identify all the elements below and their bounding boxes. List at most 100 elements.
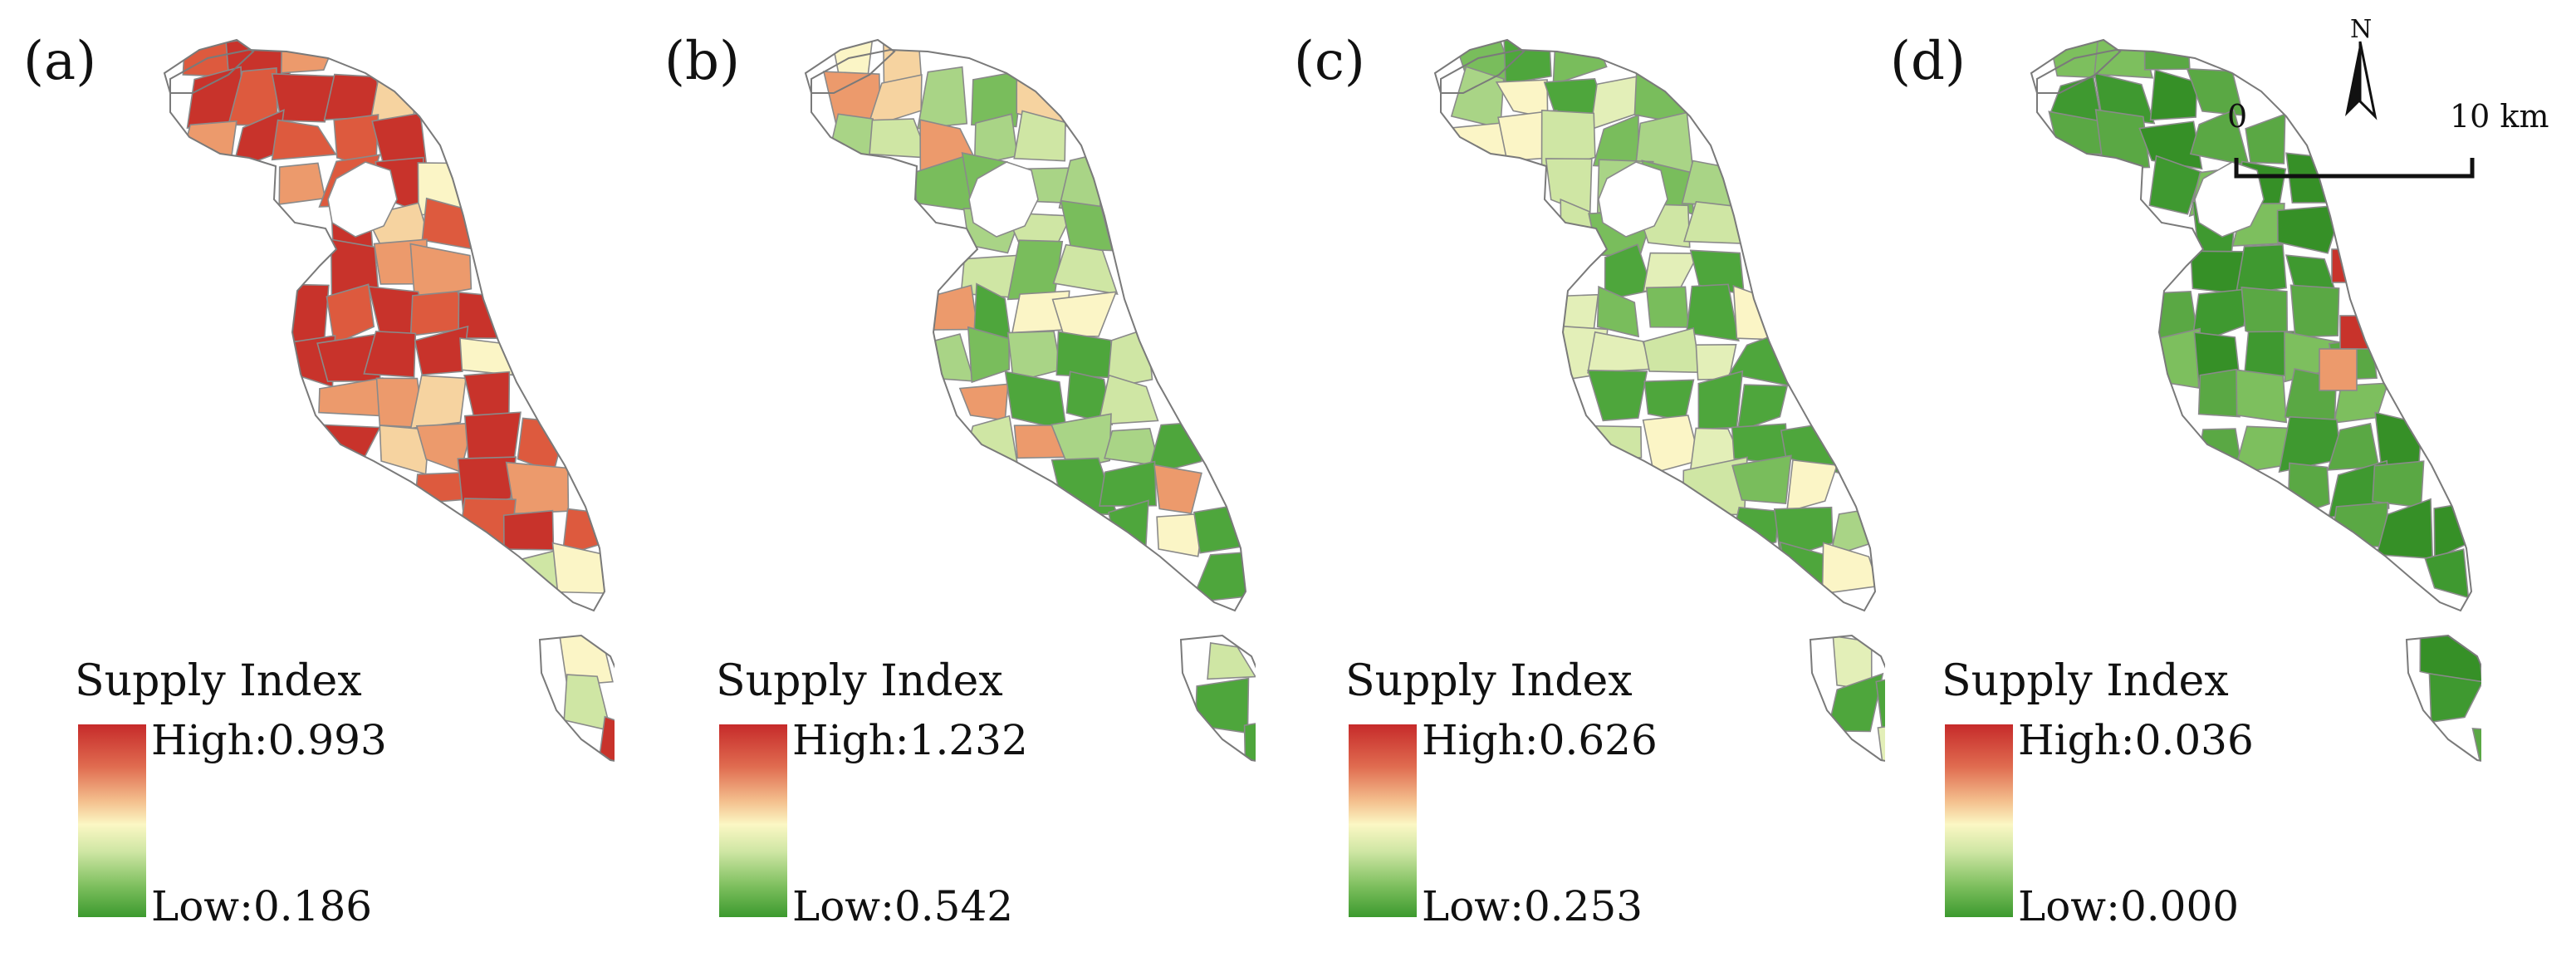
admin-unit: [1587, 369, 1648, 422]
admin-unit: [1190, 552, 1256, 604]
admin-unit: [917, 66, 968, 130]
admin-unit: [2236, 369, 2288, 424]
admin-unit: [2339, 315, 2374, 350]
legend-color-ramp-a: [78, 724, 146, 917]
map-panel-c: (c) Supply Index High:0.626 Low:0.253: [1271, 0, 1885, 957]
legend-b: Supply Index High:1.232 Low:0.542: [716, 656, 1065, 939]
panel-label-a: (a): [23, 31, 97, 92]
admin-unit: [421, 197, 477, 251]
admin-unit: [1540, 109, 1596, 174]
legend-a: Supply Index High:0.993 Low:0.186: [75, 656, 424, 939]
admin-unit: [1243, 717, 1256, 764]
admin-unit: [2290, 284, 2340, 338]
admin-unit: [1645, 286, 1690, 328]
admin-unit: [363, 331, 417, 378]
legend-color-ramp-b: [719, 724, 787, 917]
panel-label-c: (c): [1294, 31, 1365, 92]
admin-unit: [2149, 69, 2198, 121]
map-panel-b: (b) Supply Index High:1.232 Low:0.542: [641, 0, 1256, 957]
southeast-island-outline: [2405, 634, 2481, 762]
north-islet-outline: [2030, 38, 2122, 94]
admin-unit: [414, 325, 469, 375]
admin-unit: [409, 243, 473, 300]
admin-unit: [2471, 727, 2481, 764]
panel-label-d: (d): [1890, 31, 1966, 92]
admin-unit: [2197, 368, 2241, 418]
admin-unit: [918, 333, 975, 382]
admin-unit: [271, 119, 337, 161]
admin-unit: [2094, 40, 2154, 79]
admin-unit: [1060, 199, 1114, 252]
admin-unit: [1207, 642, 1256, 680]
admin-unit: [2148, 155, 2202, 215]
admin-unit: [326, 283, 375, 346]
panel-label-b: (b): [664, 31, 740, 92]
legend-d: Supply Index High:0.036 Low:0.000: [1942, 656, 2290, 939]
admin-unit: [273, 283, 330, 344]
map-panel-d: (d) Supply Index High:0.036 Low:0.000: [1867, 0, 2481, 957]
map-panel-a: (a) Supply Index High:0.993 Low:0.186: [0, 0, 615, 957]
admin-unit: [2138, 120, 2203, 170]
scale-bar: [2234, 158, 2475, 179]
choropleth-map: [163, 38, 615, 764]
legend-title-d: Supply Index: [1942, 656, 2229, 706]
admin-unit: [1731, 454, 1792, 504]
admin-unit: [1153, 464, 1202, 515]
legend-high-value-c: High:0.626: [1422, 716, 1658, 764]
inland-water-body: [2194, 161, 2265, 238]
inland-water-body: [1598, 161, 1668, 238]
admin-unit: [459, 337, 517, 376]
legend-low-value-c: Low:0.253: [1422, 882, 1643, 930]
admin-unit: [2245, 113, 2286, 164]
admin-unit: [1006, 239, 1064, 301]
legend-low-value-d: Low:0.000: [2018, 882, 2240, 930]
legend-title-b: Supply Index: [716, 656, 1003, 706]
southeast-island-outline: [1179, 634, 1256, 762]
admin-unit: [371, 112, 428, 165]
admin-unit: [1004, 371, 1068, 432]
main-island-outline: [1440, 48, 1877, 612]
scale-bar-end-label: 10 km: [2450, 98, 2549, 135]
admin-unit: [2150, 327, 2201, 389]
admin-unit: [1785, 459, 1839, 513]
admin-unit: [1013, 110, 1066, 162]
admin-unit: [414, 472, 468, 504]
legend-high-value-d: High:0.036: [2018, 716, 2254, 764]
admin-unit: [967, 326, 1011, 384]
inland-water-body: [968, 161, 1039, 238]
admin-unit: [1732, 284, 1782, 341]
admin-unit: [1052, 243, 1119, 295]
admin-unit: [280, 40, 336, 74]
admin-unit: [2424, 548, 2470, 599]
choropleth-map: [2030, 38, 2481, 764]
legend-title-c: Supply Index: [1345, 656, 1633, 706]
north-islet-outline: [1433, 38, 1526, 94]
admin-unit: [2276, 204, 2344, 254]
admin-unit: [2235, 243, 2287, 296]
legend-low-value-a: Low:0.186: [151, 882, 373, 930]
admin-unit: [409, 375, 467, 429]
legend-high-value-a: High:0.993: [151, 716, 387, 764]
north-islet-outline: [163, 38, 255, 94]
admin-unit: [1055, 331, 1118, 379]
scale-bar-start-label: 0: [2227, 98, 2248, 135]
admin-unit: [1050, 413, 1112, 471]
southeast-island-outline: [538, 634, 615, 762]
legend-title-a: Supply Index: [75, 656, 362, 706]
legend-color-ramp-d: [1945, 724, 2013, 917]
admin-unit: [1194, 677, 1250, 734]
admin-unit: [1097, 374, 1159, 425]
legend-c: Supply Index High:0.626 Low:0.253: [1345, 656, 1694, 939]
admin-unit: [1099, 460, 1158, 507]
legend-high-value-b: High:1.232: [792, 716, 1028, 764]
admin-unit: [1686, 283, 1740, 342]
admin-unit: [1736, 384, 1789, 433]
admin-unit: [551, 542, 608, 594]
admin-unit: [1587, 331, 1653, 374]
admin-unit: [1643, 326, 1702, 374]
admin-unit: [1156, 513, 1205, 557]
southeast-island-outline: [1809, 634, 1885, 762]
legend-color-ramp-c: [1349, 724, 1417, 917]
admin-unit: [2094, 71, 2156, 125]
